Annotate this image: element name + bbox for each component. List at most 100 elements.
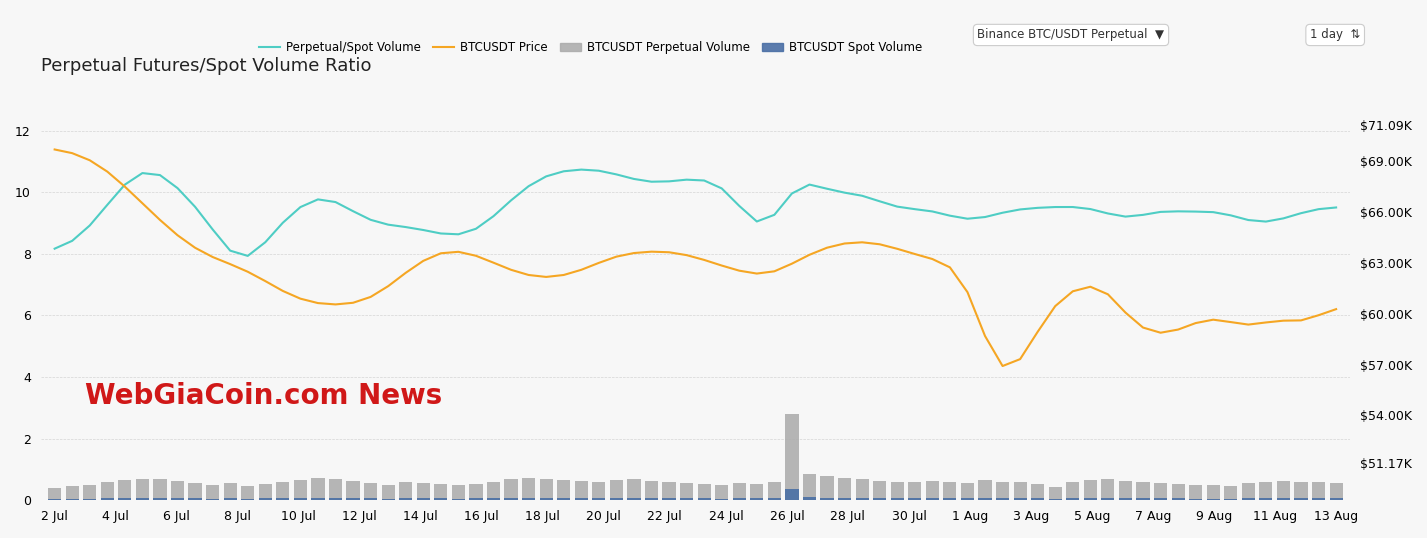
- Bar: [943, 498, 956, 500]
- Bar: [49, 499, 61, 500]
- Bar: [1154, 498, 1167, 500]
- Bar: [1224, 486, 1237, 500]
- Bar: [487, 498, 499, 500]
- Bar: [1066, 498, 1079, 500]
- Bar: [224, 483, 237, 500]
- Bar: [1330, 483, 1343, 500]
- Bar: [592, 482, 605, 500]
- Bar: [277, 482, 290, 500]
- Bar: [381, 485, 395, 500]
- Bar: [522, 498, 535, 500]
- Bar: [539, 479, 552, 500]
- Bar: [609, 498, 624, 500]
- Bar: [908, 498, 922, 500]
- Bar: [83, 485, 97, 500]
- Bar: [821, 498, 833, 500]
- Bar: [996, 482, 1009, 500]
- Bar: [645, 481, 658, 500]
- Bar: [539, 498, 552, 500]
- Bar: [890, 498, 903, 500]
- Bar: [364, 498, 377, 500]
- Bar: [153, 479, 167, 500]
- Bar: [960, 498, 975, 500]
- Bar: [487, 482, 499, 500]
- Bar: [311, 478, 324, 500]
- Bar: [1136, 498, 1150, 500]
- Bar: [1013, 483, 1026, 500]
- Bar: [258, 499, 273, 500]
- Bar: [926, 481, 939, 500]
- Bar: [522, 478, 535, 500]
- Bar: [557, 480, 571, 500]
- Bar: [434, 499, 448, 500]
- Bar: [628, 498, 641, 500]
- Bar: [347, 498, 360, 500]
- Bar: [49, 488, 61, 500]
- Bar: [681, 498, 694, 500]
- Bar: [469, 499, 482, 500]
- Bar: [118, 498, 131, 500]
- Bar: [1066, 482, 1079, 500]
- Bar: [381, 499, 395, 500]
- Bar: [1083, 498, 1097, 500]
- Bar: [873, 481, 886, 500]
- Bar: [732, 483, 746, 500]
- Bar: [258, 484, 273, 500]
- Bar: [557, 498, 571, 500]
- Bar: [575, 498, 588, 500]
- Bar: [1119, 481, 1132, 500]
- Bar: [1189, 499, 1203, 500]
- Legend: Perpetual/Spot Volume, BTCUSDT Price, BTCUSDT Perpetual Volume, BTCUSDT Spot Vol: Perpetual/Spot Volume, BTCUSDT Price, BT…: [254, 37, 926, 59]
- Bar: [838, 478, 850, 500]
- Bar: [101, 498, 114, 500]
- Bar: [575, 481, 588, 500]
- Bar: [1119, 498, 1132, 500]
- Bar: [417, 498, 430, 500]
- Bar: [1311, 498, 1326, 500]
- Bar: [856, 498, 869, 500]
- Bar: [1330, 498, 1343, 500]
- Bar: [330, 498, 342, 500]
- Bar: [1241, 483, 1254, 500]
- Bar: [732, 498, 746, 500]
- Bar: [1049, 499, 1062, 500]
- Bar: [1083, 480, 1097, 500]
- Bar: [1032, 484, 1045, 500]
- Bar: [241, 499, 254, 500]
- Bar: [645, 498, 658, 500]
- Bar: [347, 481, 360, 500]
- Bar: [1294, 483, 1307, 500]
- Bar: [400, 498, 412, 500]
- Bar: [996, 498, 1009, 500]
- Bar: [681, 483, 694, 500]
- Bar: [1277, 481, 1290, 500]
- Bar: [153, 498, 167, 500]
- Bar: [856, 479, 869, 500]
- Bar: [1277, 498, 1290, 500]
- Bar: [926, 498, 939, 500]
- Bar: [662, 483, 675, 500]
- Bar: [1102, 479, 1114, 500]
- Bar: [1013, 498, 1026, 500]
- Bar: [943, 483, 956, 500]
- Text: Binance BTC/USDT Perpetual  ▼: Binance BTC/USDT Perpetual ▼: [977, 29, 1164, 41]
- Bar: [136, 479, 148, 500]
- Bar: [908, 482, 922, 500]
- Bar: [188, 483, 201, 500]
- Bar: [101, 482, 114, 500]
- Text: 1 day  ⇅: 1 day ⇅: [1310, 29, 1360, 41]
- Bar: [330, 479, 342, 500]
- Bar: [1259, 483, 1273, 500]
- Bar: [277, 498, 290, 500]
- Bar: [452, 499, 465, 500]
- Bar: [751, 499, 763, 500]
- Bar: [417, 483, 430, 500]
- Bar: [294, 498, 307, 500]
- Bar: [66, 486, 78, 500]
- Bar: [505, 479, 518, 500]
- Bar: [1049, 487, 1062, 500]
- Bar: [434, 484, 448, 500]
- Bar: [1294, 498, 1307, 500]
- Bar: [873, 498, 886, 500]
- Bar: [785, 490, 799, 500]
